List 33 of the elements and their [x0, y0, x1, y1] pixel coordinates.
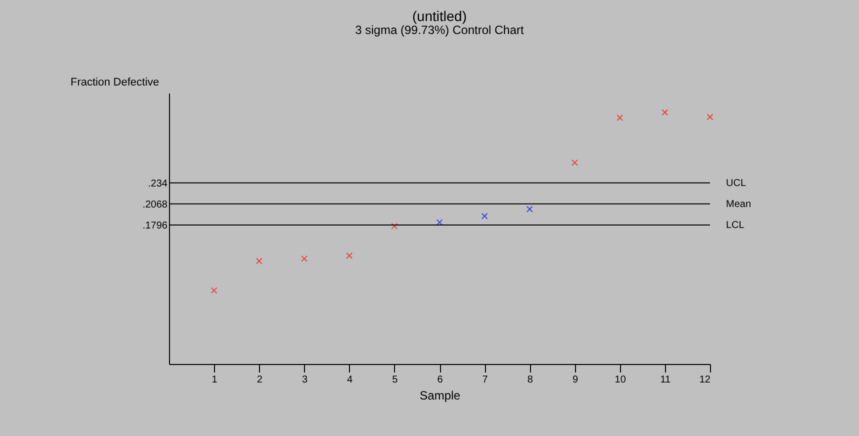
y-tick-label: .234	[148, 178, 168, 190]
point	[391, 222, 398, 230]
x-tick-label: 4	[347, 374, 354, 386]
x-tick-label: 1	[212, 374, 218, 386]
point	[210, 287, 218, 294]
point	[706, 114, 714, 120]
point	[572, 159, 578, 166]
point	[346, 252, 353, 259]
point	[616, 114, 624, 122]
x-tick-label: 6	[437, 374, 444, 386]
y-axis-title: Fraction Defective	[70, 76, 160, 88]
chart-subtitle: 3 sigma (99.73%) Control Chart	[355, 23, 525, 37]
point	[481, 212, 488, 220]
x-tick-label: 11	[660, 374, 672, 386]
ref-line-label: LCL	[726, 220, 745, 231]
ref-line-label: Mean	[726, 198, 752, 210]
point	[662, 109, 668, 116]
point	[301, 255, 308, 262]
y-tick-label: .1796	[142, 220, 168, 232]
x-axis-title: Sample	[420, 388, 461, 402]
y-tick-label: .2068	[142, 199, 168, 210]
point	[256, 258, 262, 264]
chart-title: (untitled)	[412, 8, 467, 24]
x-tick-label: 7	[482, 374, 488, 386]
x-tick-label: 9	[572, 374, 578, 386]
x-tick-label: 3	[302, 374, 308, 386]
x-tick-label: 10	[614, 374, 626, 386]
x-tick-label: 2	[256, 374, 263, 386]
x-tick-label: 12	[699, 374, 711, 386]
point	[526, 206, 533, 212]
x-tick-label: 8	[527, 374, 534, 386]
x-tick-label: 5	[392, 374, 398, 386]
ref-line-label: UCL	[726, 178, 746, 189]
